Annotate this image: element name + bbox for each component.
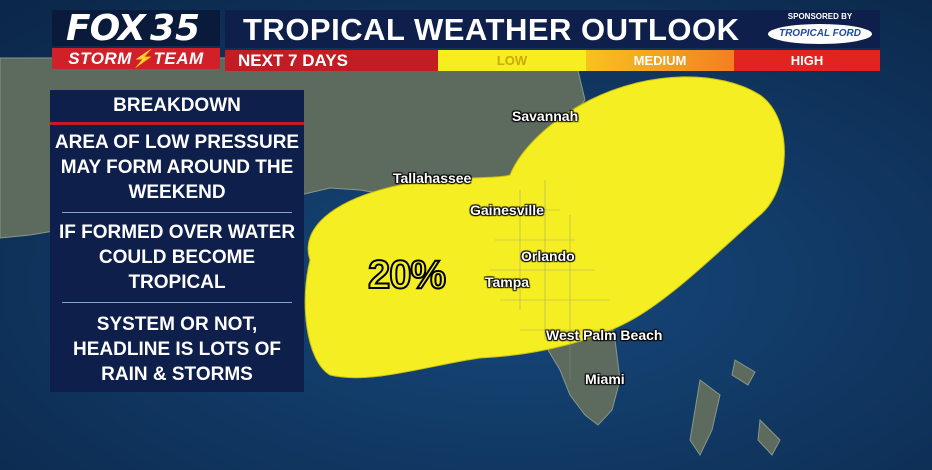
city-gainesville: Gainesville: [470, 202, 544, 218]
city-orlando: Orlando: [521, 248, 575, 264]
panel-item-3: SYSTEM OR NOT, HEADLINE IS LOTS OF RAIN …: [73, 314, 281, 385]
subtitle: NEXT 7 DAYS: [238, 51, 348, 70]
city-tampa: Tampa: [485, 274, 530, 290]
probability-label: 20%: [367, 252, 447, 298]
islands: [689, 359, 781, 457]
header: FOX 35 STORM⚡TEAM TROPICAL WEATHER OUTLO…: [0, 0, 932, 72]
legend-medium: MEDIUM: [586, 50, 734, 71]
legend-high: HIGH: [734, 50, 880, 71]
county-lines: [490, 180, 615, 380]
city-savannah: Savannah: [512, 108, 579, 124]
sponsor-logo: TROPICAL FORD: [768, 24, 872, 44]
logo-top: FOX 35: [52, 8, 220, 49]
panel-title: BREAKDOWN: [50, 90, 304, 125]
sponsor-label: SPONSORED BY: [787, 12, 853, 21]
panel-item-2: IF FORMED OVER WATER COULD BECOME TROPIC…: [58, 222, 296, 293]
storm-team-label: STORM⚡TEAM: [52, 48, 220, 69]
page-title: TROPICAL WEATHER OUTLOOK: [243, 12, 740, 47]
city-miami: Miami: [585, 371, 625, 387]
legend-low: LOW: [438, 50, 586, 71]
fox-brand: FOX: [66, 8, 146, 49]
breakdown-panel: BREAKDOWN AREA OF LOW PRESSURE MAY FORM …: [50, 90, 304, 392]
sponsor-box: SPONSORED BY TROPICAL FORD: [760, 10, 880, 48]
panel-divider: [62, 212, 292, 213]
city-west-palm-beach: West Palm Beach: [546, 327, 663, 343]
panel-item-1: AREA OF LOW PRESSURE MAY FORM AROUND THE…: [54, 132, 300, 203]
city-tallahassee: Tallahassee: [393, 170, 472, 186]
station-logo: FOX 35 STORM⚡TEAM: [52, 8, 220, 70]
channel-number: 35: [150, 8, 201, 49]
panel-divider: [62, 302, 292, 303]
